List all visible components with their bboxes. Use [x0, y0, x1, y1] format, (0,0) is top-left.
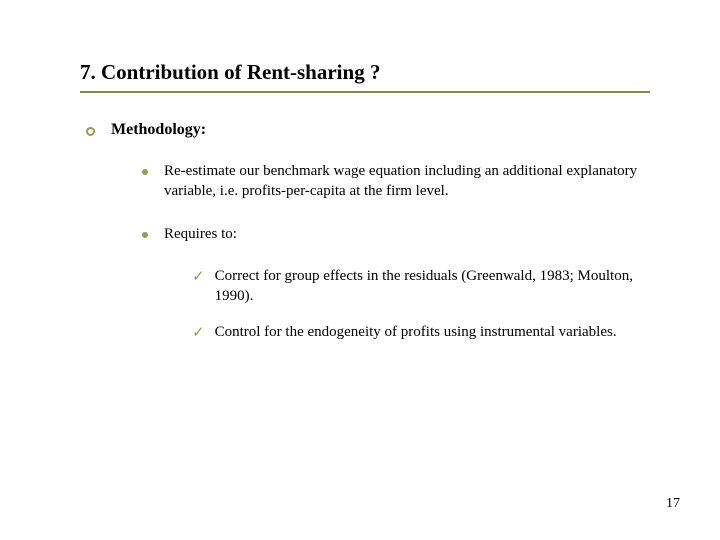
level3-item: ✓ Correct for group effects in the resid… [192, 266, 650, 307]
slide: 7. Contribution of Rent-sharing ? Method… [0, 0, 720, 540]
level3-text: Control for the endogeneity of profits u… [215, 322, 617, 342]
level2-text: Requires to: [164, 224, 237, 244]
dot-bullet-icon [142, 232, 148, 238]
title-rule [80, 91, 650, 93]
level3-text: Correct for group effects in the residua… [215, 266, 650, 307]
check-icon: ✓ [192, 323, 205, 342]
level2-item: Requires to: [142, 224, 650, 244]
circle-bullet-icon [86, 127, 95, 136]
dot-bullet-icon [142, 169, 148, 175]
check-icon: ✓ [192, 267, 205, 286]
level1-item: Methodology: [86, 121, 650, 139]
level3-item: ✓ Control for the endogeneity of profits… [192, 322, 650, 342]
level1-text: Methodology: [111, 121, 206, 139]
page-number: 17 [666, 496, 680, 512]
level2-item: Re-estimate our benchmark wage equation … [142, 161, 650, 202]
level2-text: Re-estimate our benchmark wage equation … [164, 161, 650, 202]
slide-title: 7. Contribution of Rent-sharing ? [80, 60, 650, 85]
